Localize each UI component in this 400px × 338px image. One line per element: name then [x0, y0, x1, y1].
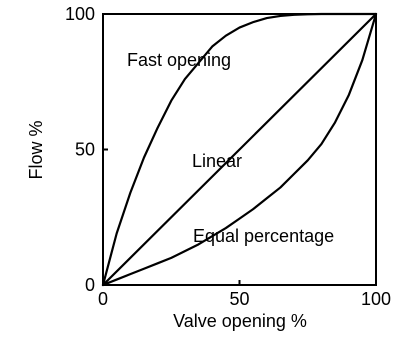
- series-line-equal-percentage: [101, 12, 378, 287]
- tick-layer: 0 50 100 0 50 100: [65, 4, 391, 309]
- series-line-fast-opening: [101, 12, 378, 287]
- y-tick-label: 100: [65, 4, 95, 24]
- x-tick-label: 0: [98, 289, 108, 309]
- series-layer: [101, 12, 378, 287]
- y-tick-label: 0: [85, 275, 95, 295]
- series-label-fast-opening: Fast opening: [127, 50, 231, 70]
- y-axis-label: Flow %: [26, 120, 46, 179]
- series-label-equal-percentage: Equal percentage: [193, 226, 334, 246]
- x-axis-label: Valve opening %: [173, 311, 307, 331]
- series-label-linear: Linear: [192, 151, 242, 171]
- y-tick-label: 50: [75, 140, 95, 160]
- x-tick-label: 50: [229, 289, 249, 309]
- series-line-linear: [101, 12, 378, 287]
- x-tick-label: 100: [361, 289, 391, 309]
